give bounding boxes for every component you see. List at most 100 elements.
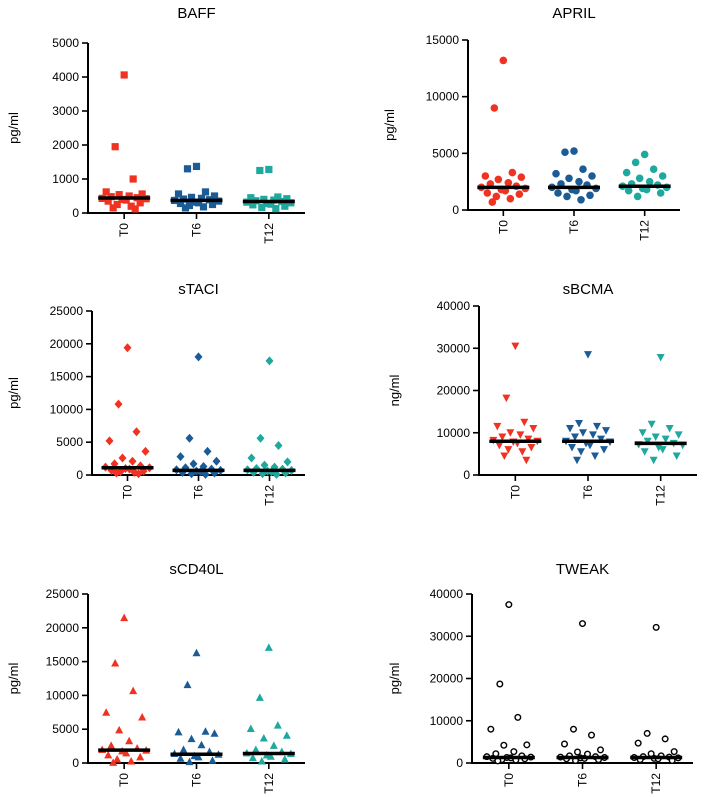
data-point [645,177,654,186]
y-tick-label: 0 [456,756,463,770]
data-point [506,429,515,437]
x-tick-label: T0 [121,485,135,499]
y-tick-label: 20000 [430,672,464,686]
data-point [499,56,508,65]
y-tick-label: 20000 [437,384,471,398]
data-point [552,169,560,178]
data-point [127,756,136,765]
panel-tweak: TWEAK pg/ml 0 10000 20000 30000 40000 T0 T6 T12 [387,561,693,794]
y-tick-label: 25000 [46,587,80,601]
data-point [518,448,527,456]
data-point [181,204,190,212]
data-point [118,453,127,463]
data-point [104,197,112,205]
data-point [113,200,121,209]
data-point [120,613,129,622]
data-point [661,435,670,444]
data-point [111,143,119,151]
y-tick-label: 40000 [437,299,471,313]
x-tick-label: T12 [263,485,277,506]
data-point [109,204,117,212]
y-tick-label: 20000 [46,621,80,635]
chart-title: sBCMA [563,281,614,298]
data-point [495,441,504,450]
y-tick-label: 4000 [52,70,79,84]
data-point [571,433,579,441]
y-tick-label: 40000 [430,587,464,601]
data-point [643,729,651,737]
y-tick-label: 10000 [426,90,460,104]
data-point [111,658,120,667]
data-point [624,186,633,195]
data-point [129,175,137,183]
data-point [107,741,116,749]
data-point [494,175,503,184]
y-tick-label: 10000 [437,426,471,440]
data-point [125,192,133,200]
data-point [247,453,256,463]
chart-title: sTACI [178,281,219,298]
data-point [498,433,507,441]
y-axis-label: pg/ml [6,377,21,409]
y-tick-label: 0 [72,206,79,220]
data-point [131,205,139,213]
data-point [109,758,118,766]
y-tick-label: 15000 [50,370,84,384]
y-tick-label: 30000 [437,341,471,355]
data-point [634,739,642,747]
data-point [649,456,658,465]
data-point [105,436,114,446]
data-point [647,420,656,429]
x-tick-label: T6 [190,223,204,237]
data-point [265,356,274,366]
data-point [189,459,198,469]
y-axis-label: pg/ml [6,112,21,144]
data-point [579,429,587,437]
data-point [138,190,146,198]
data-point [260,195,268,203]
y-axis-label: pg/ml [387,662,402,694]
data-point [670,748,678,756]
data-point [574,748,582,756]
data-point [248,753,257,762]
data-point [493,422,502,431]
data-point [593,422,601,431]
data-point [652,623,660,631]
data-point [527,444,536,452]
data-point [185,201,194,210]
y-tick-label: 20000 [50,337,84,351]
data-point [665,425,674,433]
data-point [577,448,585,456]
y-tick-label: 10000 [46,688,80,702]
data-point [597,746,605,754]
data-point [136,752,145,761]
data-point [210,192,219,200]
data-point [187,193,196,201]
data-point [568,444,576,452]
data-point [520,418,529,427]
data-point [249,201,257,209]
data-point [529,425,538,433]
data-point [502,394,511,403]
data-point [192,162,201,171]
x-tick-label: T0 [117,223,131,237]
data-point [263,199,271,208]
panel-april: APRIL pg/ml 0 5000 10000 15000 T0 T6 T12 [382,5,680,241]
data-point [255,693,264,701]
y-tick-label: 0 [452,203,459,217]
data-point [185,757,194,766]
data-point [112,468,121,478]
data-point [672,452,681,460]
data-point [176,754,185,762]
data-point [176,199,185,208]
data-point [125,736,134,745]
data-point [134,469,143,479]
data-point [208,756,217,764]
data-point [490,104,499,112]
data-point [481,172,490,180]
data-point [597,435,605,444]
chart-title: BAFF [177,5,215,22]
x-tick-label: T0 [502,773,516,787]
y-tick-label: 10000 [430,714,464,728]
data-point [138,713,147,721]
